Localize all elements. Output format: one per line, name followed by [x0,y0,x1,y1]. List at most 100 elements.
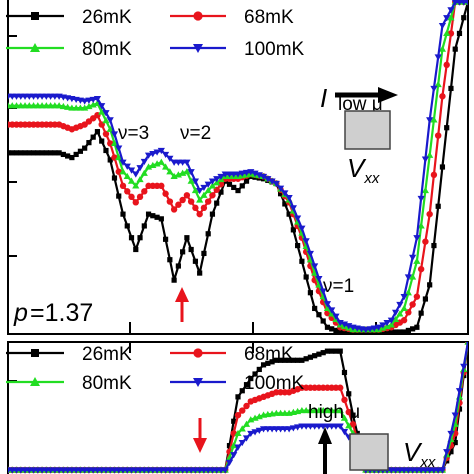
legend-label: 80mK [82,39,132,60]
data-point [9,150,15,156]
data-point [200,184,208,192]
series-68mk [8,0,468,333]
legend-marker [193,348,203,358]
data-point [452,439,458,446]
data-point [153,160,161,167]
data-point [422,238,429,245]
data-point [465,342,468,346]
data-point [340,414,349,421]
data-point [89,101,97,108]
data-point [111,175,118,181]
data-point [187,177,195,184]
data-point [289,425,297,432]
legend-marker [30,43,40,52]
data-point [8,93,12,100]
data-point [201,250,207,257]
data-point [200,204,208,212]
data-point [417,265,425,273]
data-point [166,198,174,205]
data-point [90,134,96,140]
data-point [141,188,148,195]
data-point [30,150,37,156]
data-point [103,147,109,154]
data-point [140,158,148,166]
data-point [98,108,106,115]
series-26mk [8,342,468,473]
legend-entry-80mk: 80mK [6,39,132,60]
data-point [448,449,454,455]
data-point [102,110,110,117]
data-point [298,225,306,232]
data-point [56,150,62,156]
data-point [447,430,455,438]
data-point [345,408,352,416]
data-point [221,467,229,474]
data-point [444,125,450,131]
data-point [235,187,241,194]
data-point [43,150,49,156]
data-point [69,154,75,161]
legend-label: 68mK [244,344,294,365]
data-point [273,357,279,363]
data-point [144,152,153,159]
p-annotation: p =1.37 [13,299,93,327]
legend-label: 100mK [244,39,305,60]
data-point [132,182,140,189]
data-point [230,452,238,459]
legend-entry-26mk: 26mK [6,7,132,28]
legend-marker [193,44,203,53]
series-line-68mk [8,0,468,331]
legend-marker [193,11,203,21]
data-point [158,182,165,190]
data-point [8,467,12,474]
data-point [430,171,438,179]
data-point [438,22,447,30]
data-point [439,164,446,170]
data-point [239,183,245,189]
data-point [208,182,217,189]
data-point [107,157,113,163]
data-point [451,412,459,419]
data-point [65,153,71,159]
data-point [337,384,344,391]
series-line-68mk [8,342,468,472]
data-point [282,201,288,207]
data-point [443,15,451,22]
data-point [208,178,217,185]
legend-entry-68mk: 68mK [170,344,294,365]
data-point [184,235,190,241]
data-point [218,189,224,195]
data-point [333,327,339,334]
data-point [247,169,255,176]
data-point [268,178,276,185]
data-point [294,215,302,222]
data-point [128,235,135,241]
data-point [251,170,259,177]
data-point [86,140,92,146]
data-point [443,29,451,37]
data-point [239,407,246,414]
data-point [447,7,455,14]
data-point [149,161,157,169]
data-point [350,412,356,418]
data-point [99,138,105,144]
data-point [157,158,165,165]
data-point [242,435,251,442]
data-point [434,132,442,139]
data-point [60,151,66,158]
data-point [259,173,268,181]
data-point [200,191,208,198]
data-point [144,163,153,170]
data-point [269,359,275,365]
data-point [336,406,344,414]
data-point [417,195,425,203]
data-point [226,443,233,449]
legend-label: 80mK [82,373,132,394]
legend-label: 26mK [82,7,132,28]
data-point [417,222,425,229]
data-point [161,163,170,170]
data-point [119,182,127,190]
data-point [422,296,429,302]
data-point [89,96,97,104]
data-point [431,242,437,249]
